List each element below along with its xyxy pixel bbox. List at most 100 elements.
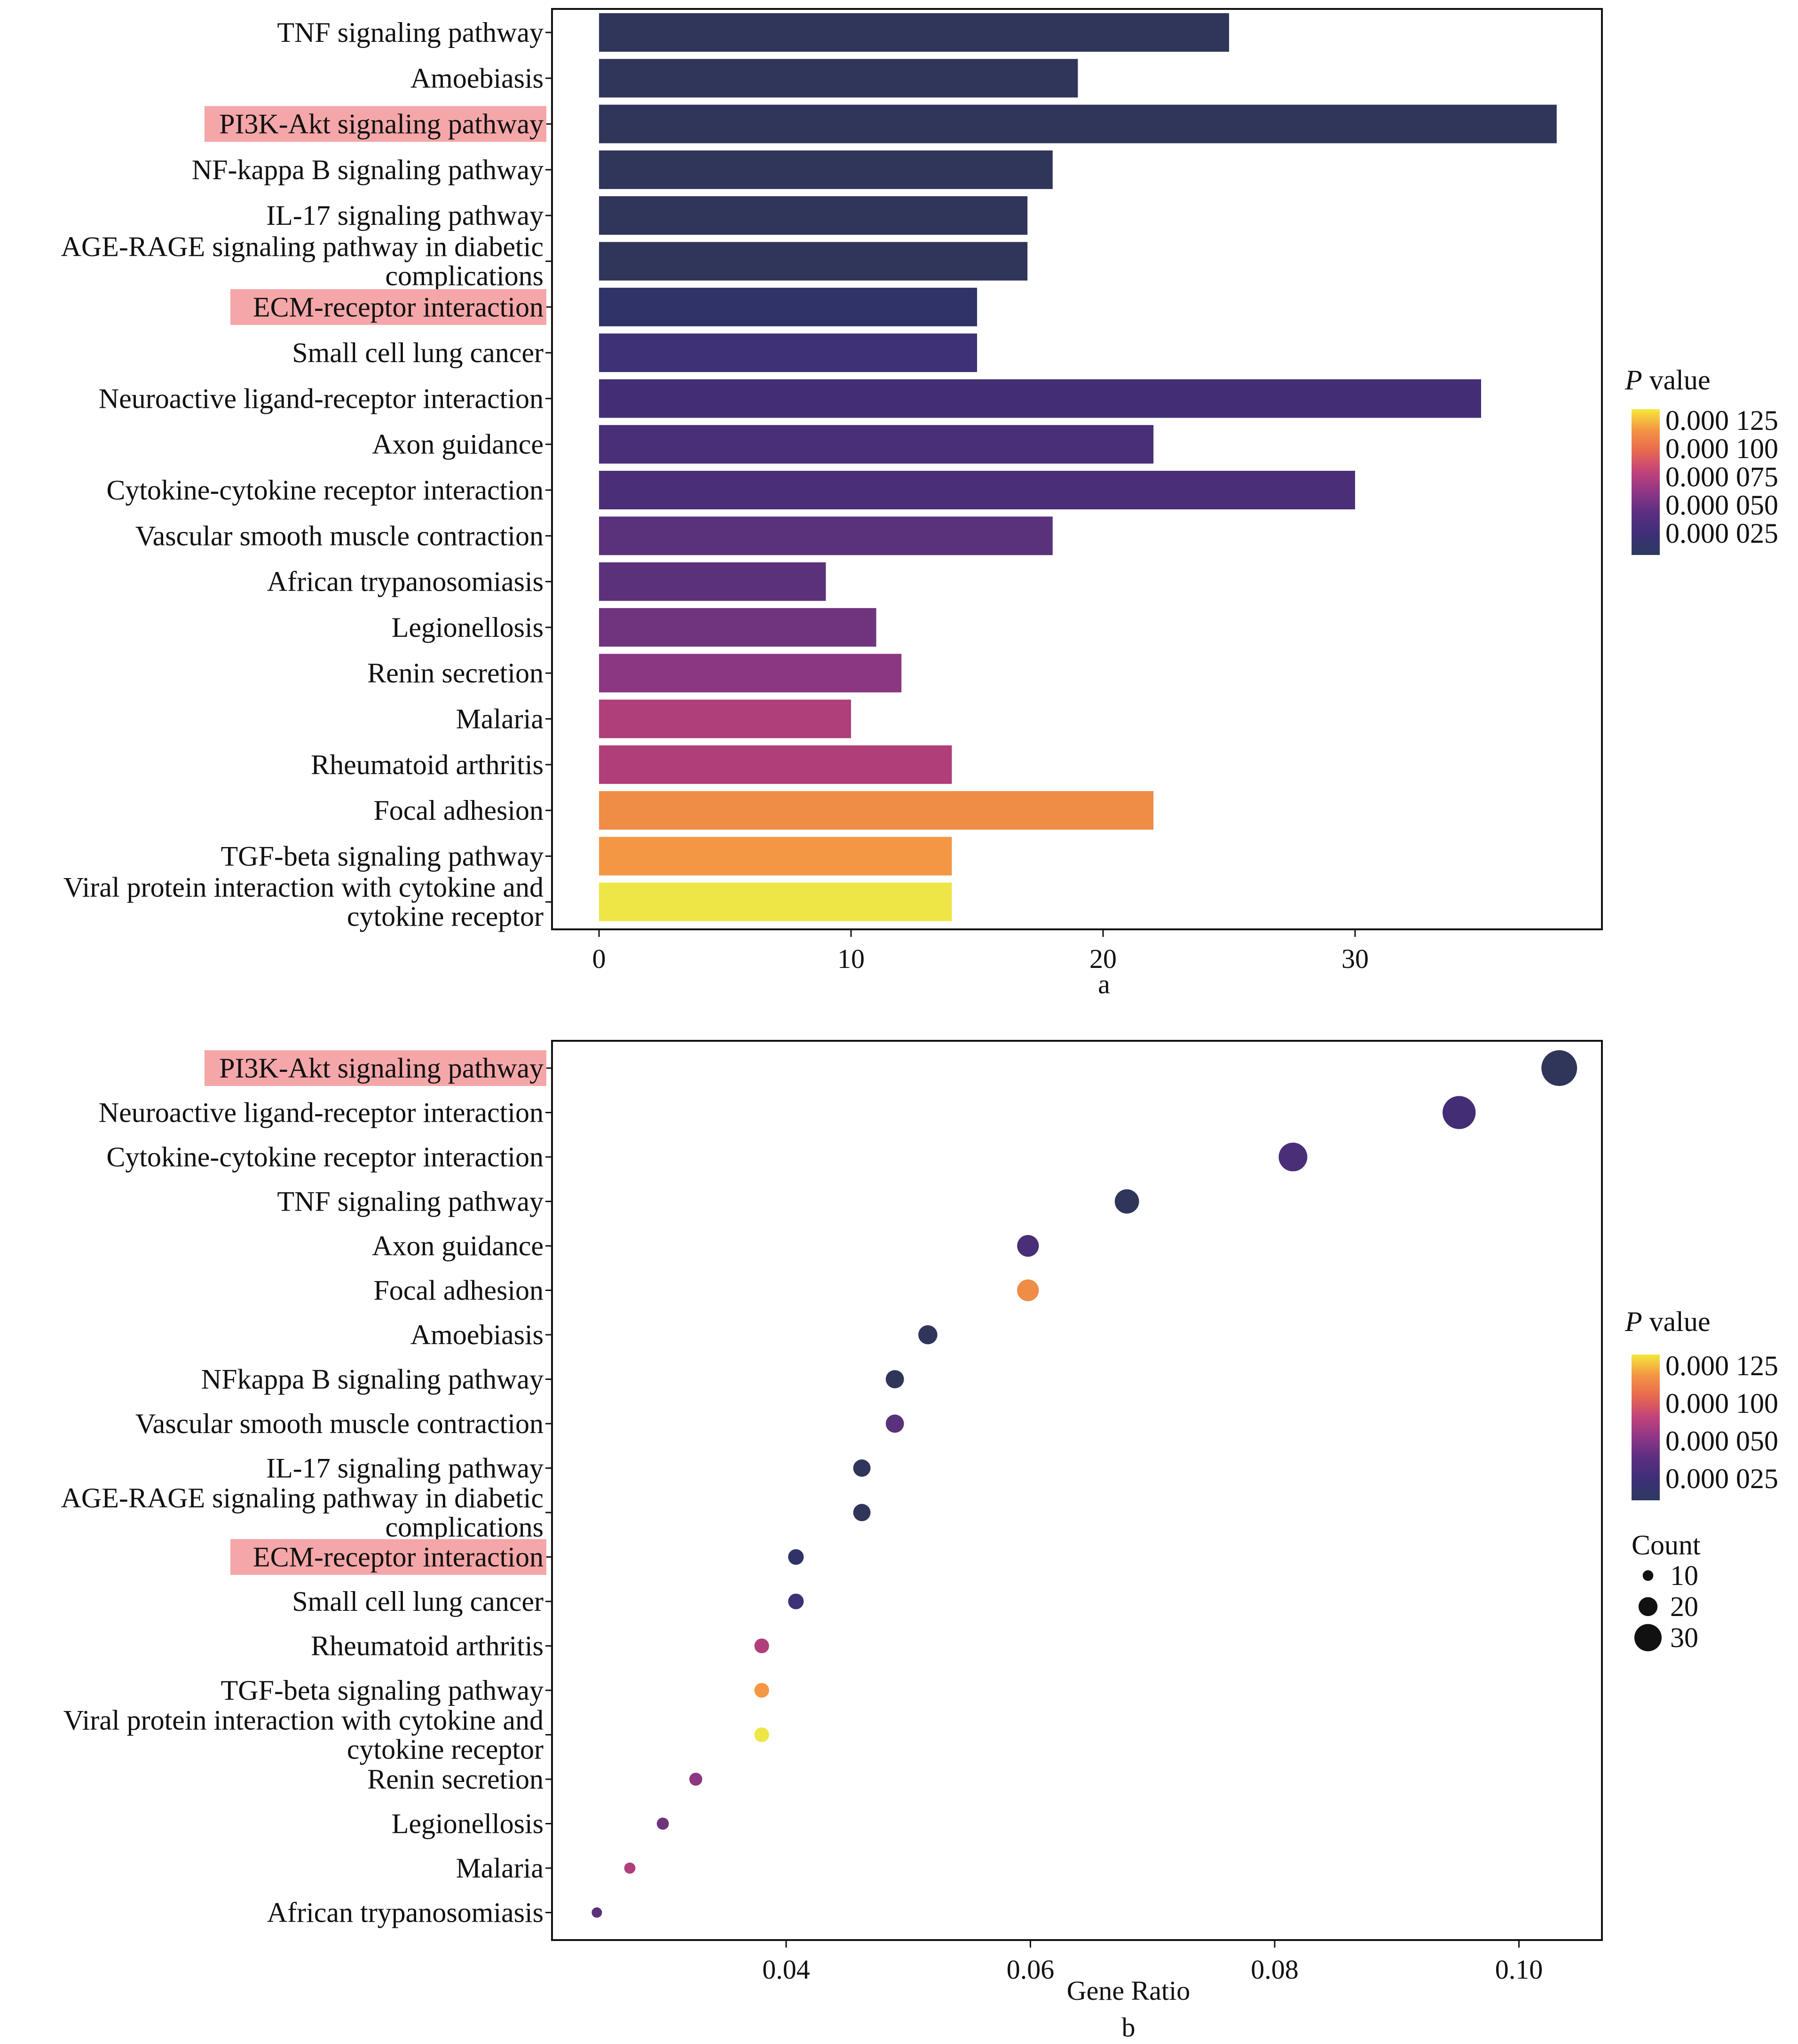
plot-frame-b xyxy=(551,1040,1603,1941)
dot xyxy=(788,1593,804,1609)
y-tick-label: PI3K-Akt signaling pathway xyxy=(219,1053,544,1084)
pvalue-legend-b: P value 0.000 125 0.000 100 0.000 050 0.000 … xyxy=(1625,1306,1778,1500)
count-legend-label: 30 xyxy=(1670,1622,1698,1653)
legend-title-p: P xyxy=(1625,364,1642,396)
y-tick-label: Neuroactive ligand-receptor interaction xyxy=(99,383,544,414)
y-tick-label: Vascular smooth muscle contraction xyxy=(135,1408,544,1439)
y-tick-label: Rheumatoid arthritis xyxy=(311,1631,544,1662)
bar xyxy=(599,562,826,601)
label-highlight xyxy=(205,106,546,142)
y-tick-label: NFkappa B signaling pathway xyxy=(201,1364,544,1395)
bar xyxy=(599,242,1028,281)
plot-frame-a xyxy=(551,8,1603,930)
y-tick-label: Malaria xyxy=(456,704,544,735)
count-legend-dot xyxy=(1638,1597,1658,1616)
x-axis-label: Gene Ratio xyxy=(1067,1975,1191,2006)
label-highlight xyxy=(205,1050,546,1086)
bar xyxy=(599,654,902,693)
y-tick-label: Legionellosis xyxy=(392,1808,544,1839)
dot xyxy=(1017,1235,1039,1257)
y-tick-label: IL-17 signaling pathway xyxy=(266,200,544,231)
bar-chart-a: TNF signaling pathway Amoebiasis PI3K-Akt … xyxy=(61,8,1603,999)
y-tick-label: Legionellosis xyxy=(392,612,544,643)
dot-chart-b: PI3K-Akt signaling pathway Neuroactive li… xyxy=(61,1040,1603,2043)
y-tick-label: cytokine receptor xyxy=(347,1734,544,1765)
y-tick-label: NF-kappa B signaling pathway xyxy=(192,154,544,185)
bar xyxy=(599,59,1078,98)
y-tick-label: Neuroactive ligand-receptor interaction xyxy=(99,1097,544,1128)
bar xyxy=(599,471,1355,509)
y-tick-label: Small cell lung cancer xyxy=(292,1586,544,1617)
y-tick-label: cytokine receptor xyxy=(347,901,544,932)
x-tick-label: 0.08 xyxy=(1251,1954,1299,1985)
dot xyxy=(1017,1279,1039,1301)
y-tick-label: IL-17 signaling pathway xyxy=(266,1453,544,1484)
label-highlight xyxy=(230,1539,546,1575)
x-tick-label: 30 xyxy=(1341,943,1369,974)
bar xyxy=(599,608,876,647)
dot xyxy=(885,1414,904,1433)
y-tick-label: ECM-receptor interaction xyxy=(253,292,544,323)
bar xyxy=(599,745,952,784)
dot xyxy=(1278,1142,1308,1172)
bar xyxy=(599,882,952,921)
dot xyxy=(656,1817,669,1830)
y-tick-label: Axon guidance xyxy=(372,1230,544,1261)
y-tick-label: Focal adhesion xyxy=(373,1275,544,1306)
x-tick-label: 0.10 xyxy=(1495,1954,1543,1985)
count-legend-title: Count xyxy=(1632,1529,1701,1561)
y-tick-label: African trypanosomiasis xyxy=(267,1897,544,1928)
dot xyxy=(853,1459,871,1477)
bar xyxy=(599,150,1053,189)
y-tick-label: Renin secretion xyxy=(367,1764,544,1795)
y-tick-label: Cytokine-cytokine receptor interaction xyxy=(106,475,544,506)
y-tick-label: AGE-RAGE signaling pathway in diabetic xyxy=(61,231,544,262)
x-tick-label: 20 xyxy=(1089,943,1117,974)
panel-caption: b xyxy=(1122,2012,1136,2043)
y-tick-label: African trypanosomiasis xyxy=(267,566,544,597)
y-tick-label: Axon guidance xyxy=(372,429,544,460)
dot xyxy=(754,1683,769,1698)
dot xyxy=(754,1727,769,1743)
y-tick-label: Amoebiasis xyxy=(410,63,544,94)
dot xyxy=(885,1370,904,1388)
legend-title-rest: value xyxy=(1642,1306,1711,1337)
bar xyxy=(599,791,1154,830)
dot xyxy=(624,1862,636,1874)
y-tick-label: Rheumatoid arthritis xyxy=(311,749,544,780)
x-axis-label: a xyxy=(1098,969,1110,999)
y-tick-label: Renin secretion xyxy=(367,658,544,689)
y-tick-label: TGF-beta signaling pathway xyxy=(221,840,544,871)
y-tick-label: Amoebiasis xyxy=(410,1319,544,1350)
colorbar-tick-label: 0.000 075 xyxy=(1665,461,1778,492)
y-tick-label: complications xyxy=(385,1512,544,1543)
dot xyxy=(591,1907,602,1918)
colorbar-tick-label: 0.000 025 xyxy=(1665,518,1778,549)
dot xyxy=(853,1504,871,1521)
bar xyxy=(599,13,1229,52)
colorbar-tick-label: 0.000 050 xyxy=(1665,1426,1778,1457)
y-tick-label: Viral protein interaction with cytokine … xyxy=(63,1705,544,1736)
count-legend-label: 10 xyxy=(1670,1560,1698,1591)
y-tick-label: ECM-receptor interaction xyxy=(253,1542,544,1573)
y-tick-label: PI3K-Akt signaling pathway xyxy=(219,109,544,140)
colorbar-tick-label: 0.000 125 xyxy=(1665,405,1778,436)
y-tick-label: Cytokine-cytokine receptor interaction xyxy=(106,1141,544,1173)
dot xyxy=(1443,1096,1476,1129)
y-tick-label: TNF signaling pathway xyxy=(277,1186,544,1217)
y-tick-label: Focal adhesion xyxy=(373,795,544,826)
y-tick-label: Viral protein interaction with cytokine … xyxy=(63,872,544,903)
count-legend-label: 20 xyxy=(1670,1591,1698,1622)
legend-title-rest: value xyxy=(1642,364,1711,396)
bar xyxy=(599,837,952,876)
bar xyxy=(599,516,1053,555)
legend-title-p: P xyxy=(1625,1306,1642,1337)
y-tick-label: TNF signaling pathway xyxy=(277,17,544,48)
bar xyxy=(599,379,1481,418)
x-tick-label: 10 xyxy=(837,943,865,974)
colorbar xyxy=(1632,409,1660,555)
count-legend-dot xyxy=(1642,1570,1654,1581)
y-tick-label: Vascular smooth muscle contraction xyxy=(135,520,544,551)
